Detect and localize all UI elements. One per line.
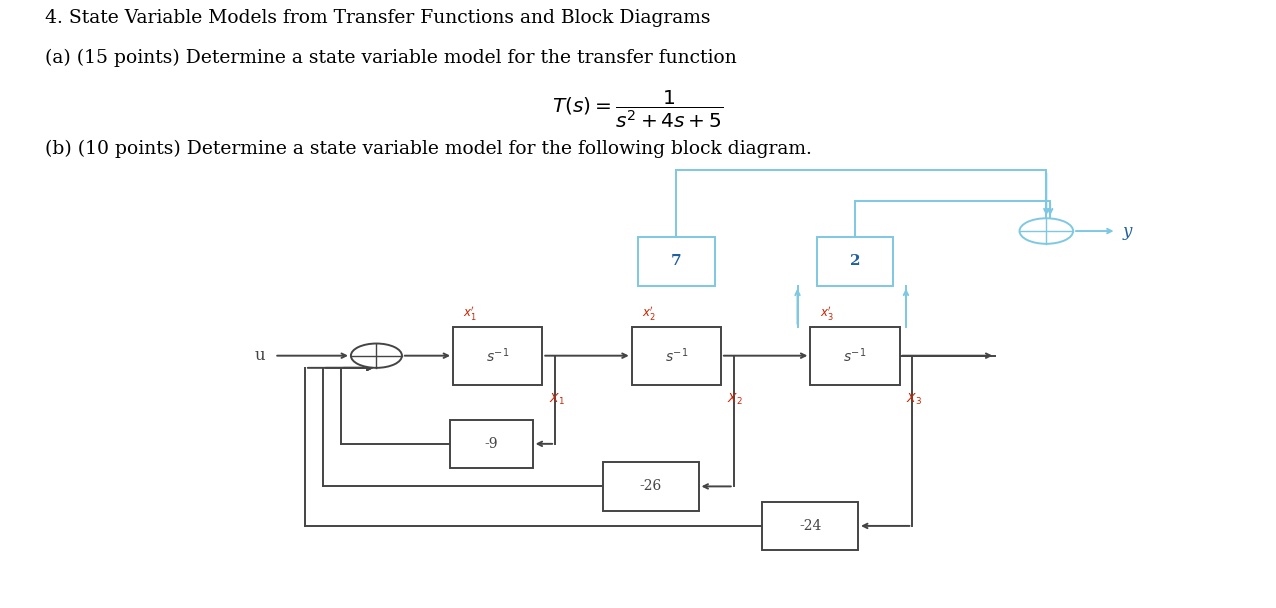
Text: -26: -26 [639,479,662,494]
Text: -24: -24 [799,519,822,533]
Text: $X_1$: $X_1$ [549,392,564,407]
FancyBboxPatch shape [810,327,900,385]
Text: $T(s) = \dfrac{1}{s^2+4s+5}$: $T(s) = \dfrac{1}{s^2+4s+5}$ [553,88,723,130]
Text: $s^{-1}$: $s^{-1}$ [665,347,688,365]
Text: $x_2'$: $x_2'$ [642,304,656,322]
Text: (a) (15 points) Determine a state variable model for the transfer function: (a) (15 points) Determine a state variab… [45,49,736,67]
Text: $s^{-1}$: $s^{-1}$ [486,347,509,365]
FancyBboxPatch shape [449,420,533,468]
Text: $s^{-1}$: $s^{-1}$ [843,347,866,365]
FancyBboxPatch shape [604,462,699,511]
Text: 4. State Variable Models from Transfer Functions and Block Diagrams: 4. State Variable Models from Transfer F… [45,9,711,27]
Circle shape [1020,218,1073,244]
Text: y: y [1123,223,1132,240]
Text: u: u [255,347,265,364]
Circle shape [351,344,402,368]
FancyBboxPatch shape [632,327,721,385]
Text: 7: 7 [671,254,681,269]
Text: (b) (10 points) Determine a state variable model for the following block diagram: (b) (10 points) Determine a state variab… [45,140,812,158]
Text: $X_3$: $X_3$ [906,392,923,407]
Text: $X_2$: $X_2$ [727,392,743,407]
FancyBboxPatch shape [817,237,893,286]
Text: -9: -9 [485,437,498,451]
FancyBboxPatch shape [638,237,715,286]
Text: $x_3'$: $x_3'$ [820,304,835,322]
Text: $x_1'$: $x_1'$ [463,304,477,322]
Text: 2: 2 [850,254,860,269]
FancyBboxPatch shape [763,502,857,550]
FancyBboxPatch shape [453,327,542,385]
